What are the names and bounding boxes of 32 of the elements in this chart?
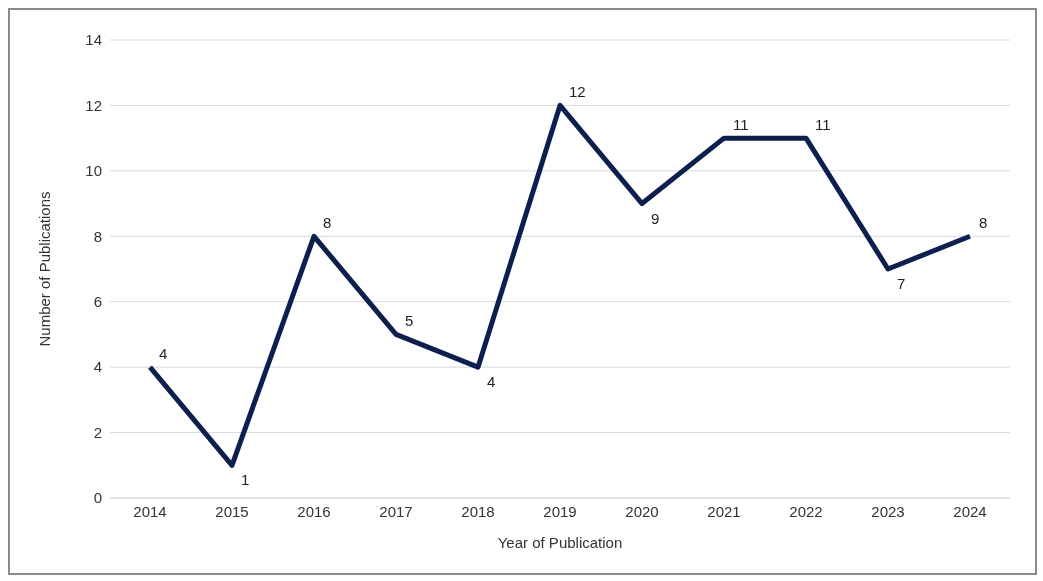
y-tick-label: 4 [93,358,102,376]
x-tick-label: 2018 [461,502,495,520]
data-label: 1 [241,471,250,489]
y-tick-label: 12 [85,96,102,114]
x-tick-label: 2019 [543,502,577,520]
x-tick-label: 2023 [871,502,905,520]
y-tick-label: 10 [85,162,102,180]
data-label: 8 [323,214,332,232]
y-tick-label: 6 [93,293,102,311]
y-axis-title: Number of Publications [36,191,54,347]
data-label: 11 [733,116,749,134]
x-tick-label: 2021 [707,502,741,520]
data-label: 4 [487,373,496,391]
x-tick-label: 2015 [215,502,249,520]
x-tick-label: 2016 [297,502,331,520]
y-tick-label: 0 [93,489,102,507]
data-label: 7 [897,274,906,292]
data-label: 9 [651,209,660,227]
data-label: 12 [569,83,586,101]
x-tick-label: 2014 [133,502,167,520]
x-tick-label: 2017 [379,502,413,520]
y-tick-label: 2 [93,423,102,441]
data-label: 5 [405,312,414,330]
x-tick-label: 2024 [953,502,987,520]
x-tick-label: 2022 [789,502,823,520]
data-label: 8 [979,214,988,232]
data-label: 11 [815,116,831,134]
x-tick-label: 2020 [625,502,659,520]
y-tick-label: 8 [93,227,102,245]
x-axis-title: Year of Publication [497,534,623,551]
data-label: 4 [159,345,168,363]
y-tick-label: 14 [85,31,102,49]
